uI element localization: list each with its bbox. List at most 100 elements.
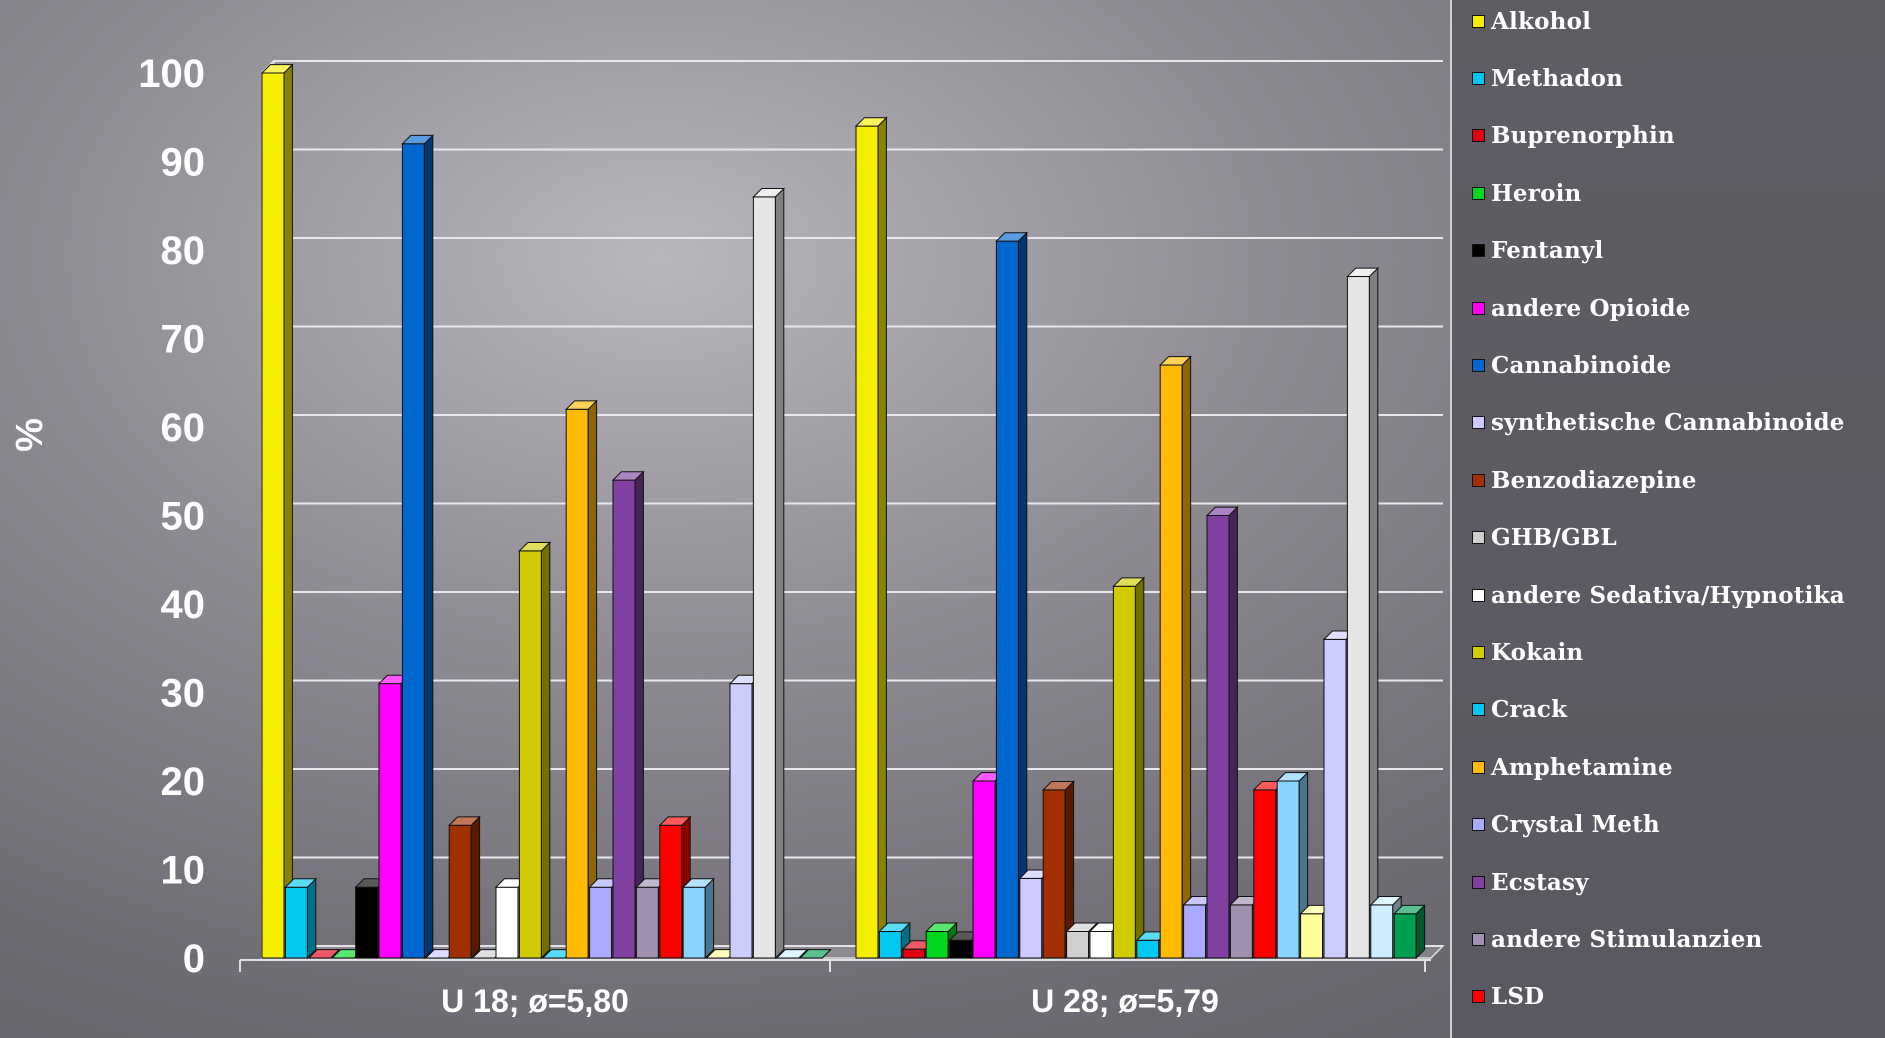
bar <box>401 134 435 960</box>
legend-swatch <box>1472 71 1485 85</box>
bar <box>260 63 294 960</box>
bar-side <box>704 877 715 960</box>
bar-front <box>612 479 636 959</box>
legend-item: Heroin <box>1472 178 1581 208</box>
bar-front <box>1300 913 1324 959</box>
bar-front <box>1042 789 1066 959</box>
bar-side <box>1228 505 1238 960</box>
bar-front <box>1089 930 1113 959</box>
bar-side <box>540 541 551 960</box>
bar-side <box>1017 231 1028 960</box>
bar-front <box>1253 789 1277 959</box>
legend-label: LSD <box>1491 983 1545 1011</box>
bar <box>1275 771 1309 960</box>
y-axis-label: % <box>9 418 51 452</box>
bar-top <box>1346 267 1380 278</box>
y-tick-label: 60 <box>161 406 206 450</box>
legend-item: Alkohol <box>1472 6 1591 36</box>
y-tick-label: 40 <box>161 583 206 627</box>
y-tick-label: 20 <box>161 760 206 804</box>
bar-front <box>518 550 542 959</box>
legend-label: Benzodiazepine <box>1491 466 1697 494</box>
bar-side <box>587 399 598 960</box>
legend-swatch <box>1472 473 1485 487</box>
bar-top <box>307 949 341 959</box>
legend-swatch <box>1472 588 1485 602</box>
bar-front <box>1393 913 1417 959</box>
legend-label: Alkohol <box>1491 7 1592 35</box>
legend-label: Methadon <box>1491 64 1624 92</box>
bar-side <box>423 134 434 960</box>
bar-front <box>925 930 949 959</box>
bar-front <box>1136 939 1160 959</box>
bar <box>775 949 809 959</box>
bar-front <box>1066 930 1090 959</box>
bar-top <box>798 949 832 959</box>
y-tick-label: 0 <box>183 937 205 981</box>
legend-item: Cannabinoide <box>1472 350 1671 380</box>
bar-top <box>1158 356 1192 366</box>
legend-item: andere Sedativa/Hypnotika <box>1472 580 1845 610</box>
legend-label: Crystal Meth <box>1491 811 1660 839</box>
bar-top <box>611 471 645 481</box>
legend-item: Kokain <box>1472 637 1583 667</box>
bar-top <box>775 949 809 959</box>
bar-front <box>729 683 753 959</box>
bar <box>681 877 715 960</box>
bar-top <box>284 878 318 888</box>
legend-item: LSD <box>1472 982 1544 1012</box>
bar-side <box>1368 266 1379 960</box>
bar <box>447 815 481 960</box>
bar-side <box>1415 904 1426 960</box>
bar-top <box>681 878 715 888</box>
legend-label: Fentanyl <box>1491 237 1604 265</box>
bar-front <box>378 683 402 959</box>
legend-swatch <box>1472 244 1485 258</box>
bar <box>284 877 318 960</box>
bar-side <box>306 877 317 960</box>
legend-item: Crystal Meth <box>1472 810 1660 840</box>
bar <box>1112 576 1146 960</box>
bar-front <box>284 886 308 959</box>
legend-label: Buprenorphin <box>1491 122 1675 150</box>
legend-swatch <box>1472 14 1485 28</box>
bar-front <box>448 824 472 959</box>
legend-item: andere Opioide <box>1472 293 1691 323</box>
bar-top <box>752 188 786 198</box>
bar <box>1158 355 1192 960</box>
bar <box>1205 505 1239 960</box>
bar-front <box>878 930 902 959</box>
bar-side <box>470 815 481 960</box>
bar-front <box>855 125 879 959</box>
bar <box>611 470 645 960</box>
bar-top <box>924 922 958 932</box>
legend-item: Ecstasy <box>1472 867 1589 897</box>
bar-front <box>1183 904 1207 959</box>
y-tick-label: 100 <box>138 52 205 96</box>
bar-front <box>1019 877 1043 959</box>
bar-side <box>1134 576 1145 960</box>
bar-front <box>495 886 519 959</box>
legend-swatch <box>1472 416 1485 430</box>
bar-top <box>1112 577 1146 587</box>
y-tick-label: 80 <box>161 229 206 273</box>
legend-label: andere Opioide <box>1491 294 1691 322</box>
legend-swatch <box>1472 760 1485 774</box>
legend-label: synthetische Cannabinoide <box>1491 409 1845 437</box>
legend-swatch <box>1472 703 1485 717</box>
bar-side <box>877 116 887 960</box>
bar-top <box>878 922 912 932</box>
legend-swatch <box>1472 818 1485 832</box>
bar-side <box>774 187 785 960</box>
chart-legend: Alkohol Methadon Buprenorphin Heroin Fentany… <box>1450 0 1885 1038</box>
bar-front <box>565 408 589 959</box>
bar-chart: 0 10 20 30 40 50 60 70 80 90 100% U 18; ø=5,80 U 28;… <box>9 52 1445 981</box>
bar <box>564 399 598 960</box>
y-tick-label: 90 <box>161 141 206 185</box>
bar-front <box>1112 585 1136 959</box>
legend-item: GHB/GBL <box>1472 523 1617 553</box>
bar <box>798 949 832 959</box>
y-tick-label: 70 <box>161 318 206 362</box>
bar-front <box>752 196 776 959</box>
bar-top <box>260 64 294 74</box>
